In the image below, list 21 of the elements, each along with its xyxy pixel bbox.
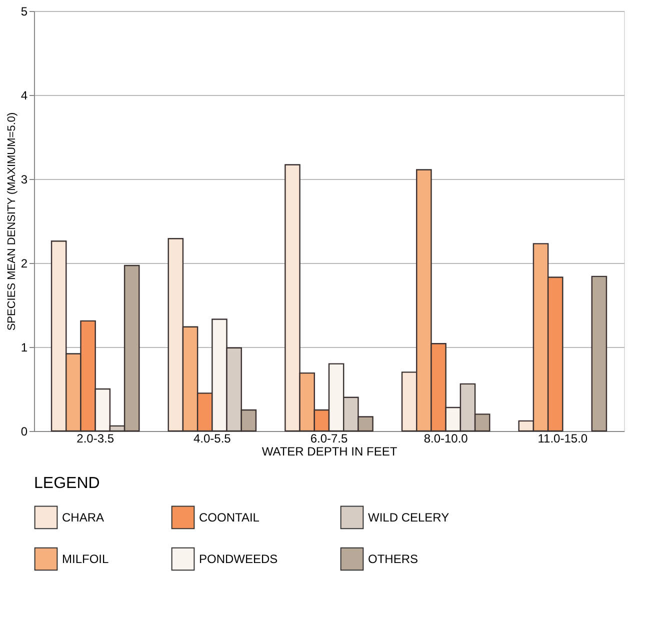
x-tick-label: 8.0-10.0	[424, 432, 468, 446]
x-axis-title: WATER DEPTH IN FEET	[262, 444, 398, 458]
y-tick-label: 1	[20, 340, 28, 354]
legend-label: COONTAIL	[199, 510, 260, 524]
bar	[591, 276, 608, 432]
y-tick-label: 5	[20, 4, 28, 18]
y-tick-label: 2	[20, 256, 28, 270]
x-tick-label: 2.0-3.5	[76, 432, 114, 446]
legend-label: WILD CELERY	[368, 510, 450, 524]
x-tick-label: 6.0-7.5	[310, 432, 348, 446]
x-tick-label: 4.0-5.5	[193, 432, 232, 446]
legend-label: CHARA	[62, 510, 104, 524]
y-tick-label: 0	[20, 424, 28, 438]
x-tick-label: 11.0-15.0	[538, 432, 588, 446]
legend-label: PONDWEEDS	[199, 552, 278, 566]
y-tick-label: 4	[20, 88, 28, 102]
y-axis-title: SPECIES MEAN DENSITY (MAXIMUM=5.0)	[6, 112, 18, 331]
legend-label: MILFOIL	[62, 552, 109, 566]
legend-title: LEGEND	[34, 475, 100, 492]
y-tick-label: 3	[20, 172, 28, 186]
legend-label: OTHERS	[368, 552, 418, 566]
